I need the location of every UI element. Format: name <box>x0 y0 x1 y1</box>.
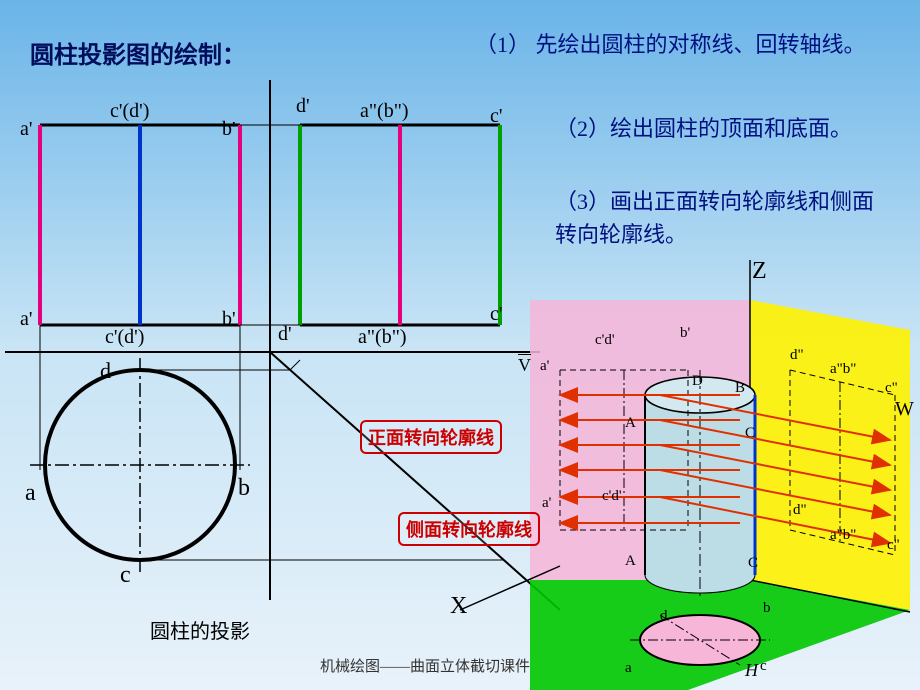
label-Z: Z <box>752 258 767 285</box>
label-d-tl: d' <box>296 95 310 118</box>
caption: 圆柱的投影 <box>150 615 250 644</box>
label3d-C2: C <box>748 555 758 572</box>
label3d-bh: b <box>763 600 771 617</box>
label3d-cdv2: c'd' <box>602 488 622 505</box>
label3d-av2: a' <box>542 495 551 512</box>
label-cd-t: c'(d') <box>110 100 149 123</box>
label-b: b <box>238 475 250 502</box>
footer: 机械绘图——曲面立体截切课件 <box>320 655 530 676</box>
label3d-dw: d" <box>790 347 804 364</box>
label3d-C: C <box>745 425 755 442</box>
label3d-A2: A <box>625 553 636 570</box>
label3d-dh: d <box>660 608 668 625</box>
label3d-A: A <box>625 415 636 432</box>
label3d-av: a' <box>540 358 549 375</box>
label-c-br: c' <box>490 303 502 326</box>
label-a-tl: a' <box>20 118 32 141</box>
label-cd-b: c'(d') <box>105 326 144 349</box>
label3d-cdv: c'd' <box>595 332 615 349</box>
label-X: X <box>450 593 467 620</box>
label3d-abw: a"b" <box>830 361 856 378</box>
label-d: d <box>100 358 111 384</box>
callout-front: 正面转向轮廓线 <box>360 420 502 454</box>
label-ab-b: a"(b") <box>358 326 407 349</box>
label3d-cw2: c" <box>887 537 900 554</box>
label3d-cw: c" <box>885 380 898 397</box>
label3d-dw2: d" <box>793 502 807 519</box>
label-a: a <box>25 480 36 507</box>
label-d-bl: d' <box>278 323 292 346</box>
label-b-tr: b' <box>222 118 236 141</box>
label-c-tr: c' <box>490 105 502 128</box>
label3d-bv: b' <box>680 325 690 342</box>
label-W: W <box>895 398 914 421</box>
callout-side: 侧面转向轮廓线 <box>398 512 540 546</box>
label-b-br: b' <box>222 308 236 331</box>
label3d-ah: a <box>625 660 632 677</box>
label-V: V <box>518 355 531 376</box>
label3d-ch: c <box>760 658 767 675</box>
label-ab-t: a"(b") <box>360 100 409 123</box>
label3d-B: B <box>735 380 745 397</box>
label3d-D: D <box>692 373 703 390</box>
label-H: H <box>745 660 758 681</box>
label3d-abw2: a"b" <box>830 527 856 544</box>
label-a-bl: a' <box>20 308 32 331</box>
label-c: c <box>120 562 131 589</box>
